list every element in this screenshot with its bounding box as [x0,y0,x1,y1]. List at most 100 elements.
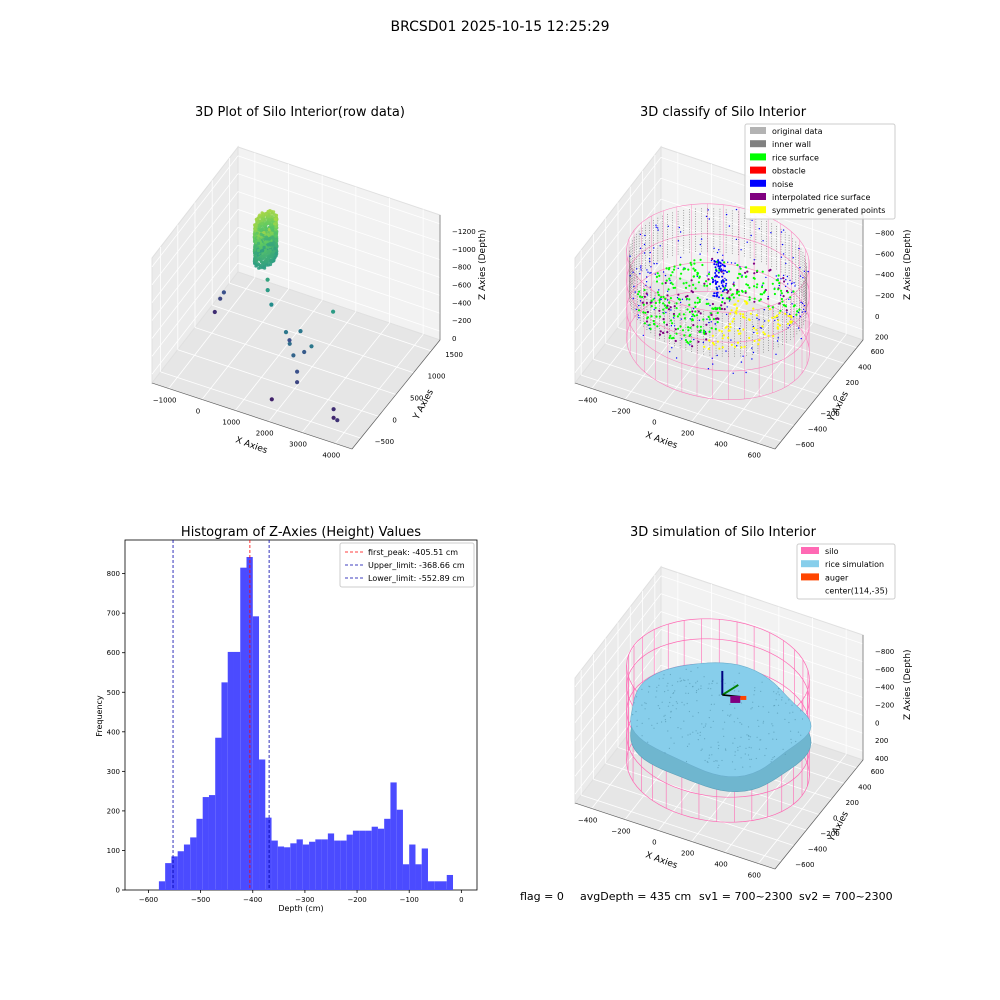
surface-point [693,259,696,262]
panel-classify-3d-plot: 3D classify of Silo Interior −400 −200 0 20… [574,105,913,460]
surface-point [708,330,711,333]
raw-point [257,257,261,261]
noise-point [788,298,790,300]
rice-mesh-point [697,667,699,669]
histogram-bar [371,826,378,890]
z-tick-label: −1200 [452,228,476,236]
noise-point [649,260,651,263]
surface-point [701,263,704,267]
rice-mesh-point [749,766,751,768]
rice-mesh-point [672,704,674,707]
noise-point [725,313,728,316]
surface-point [769,268,772,271]
rice-mesh-point [762,720,765,722]
noise-point [722,254,724,256]
x-tick-label: −200 [347,896,366,904]
rice-mesh-point [778,688,780,690]
surface-point [698,298,701,301]
surface-point [773,316,777,319]
surface-point [707,302,710,305]
z-tick-label: −800 [452,264,471,272]
surface-point [755,314,758,317]
surface-point [771,282,774,285]
rice-mesh-point [697,688,700,690]
noise-point [689,318,691,320]
z-tick-label: 200 [875,334,888,342]
noise-point [804,310,806,313]
noise-point [792,257,794,259]
surface-point [725,325,728,328]
noise-spike-point [723,264,726,267]
y-tick-label: 0 [392,416,396,424]
surface-point [692,324,695,327]
noise-point [708,321,710,324]
z-tick-label: 0 [875,719,879,727]
histogram-bar [377,828,385,890]
noise-point [650,266,652,268]
rice-mesh-point [710,726,712,729]
histogram-bar [271,840,278,890]
grid-z [660,575,864,645]
noise-point [734,262,736,264]
grid-z-left [151,227,239,339]
noise-spike-point [720,280,723,283]
rice-mesh-point [655,696,657,698]
noise-point [786,275,789,278]
surface-point [758,339,761,342]
raw-point [269,254,273,259]
rice-mesh-point [718,764,720,767]
surface-point [759,298,763,301]
surface-point [669,297,673,300]
rice-mesh-point [790,742,793,744]
raw-point [268,262,273,267]
raw-outlier-point [265,277,270,282]
legend-label: Lower_limit: -552.89 cm [368,574,465,583]
noise-point [665,311,667,314]
grid-y [194,327,397,395]
rice-mesh-point [771,723,773,725]
rice-mesh-point [727,714,729,716]
surface-point [785,309,788,312]
surface-point [762,291,766,294]
surface-point [652,322,656,325]
y-tick-label: 400 [107,728,120,736]
surface-point [746,284,750,287]
legend-label: inner wall [772,140,811,149]
noise-point [799,275,802,277]
rice-mesh-point [794,719,796,721]
surface-point [690,279,693,282]
rice-mesh-point [683,679,685,681]
z-tick-label: 200 [875,737,888,745]
noise-point [782,229,785,231]
noise-point [646,269,648,271]
surface-point [689,326,692,329]
grid-z-left [574,178,662,290]
noise-spike-point [714,272,717,274]
surface-point [711,334,715,337]
noise-spike-point [715,270,718,272]
noise-point [643,252,646,254]
noise-point [751,358,753,360]
noise-point [637,314,640,316]
rice-mesh-point [718,744,720,747]
surface-point [682,282,685,285]
surface-point [684,295,688,298]
grid-z [660,219,864,289]
surface-point [705,323,708,326]
rice-mesh-point [712,680,714,683]
noise-point [760,327,763,329]
rice-mesh-point [732,742,734,744]
surface-point [742,313,745,316]
surface-point [775,315,778,318]
raw-point [259,229,263,233]
rice-mesh-point [789,712,791,714]
raw-outlier-point [335,418,340,423]
rice-mesh-point [675,708,677,710]
noise-point [678,226,680,229]
rice-mesh-point [705,723,707,725]
y-tick-label: 1500 [445,351,463,359]
rice-mesh-point [664,691,666,693]
surface-point [674,339,677,343]
raw-point [264,227,268,231]
surface-point [727,336,730,339]
